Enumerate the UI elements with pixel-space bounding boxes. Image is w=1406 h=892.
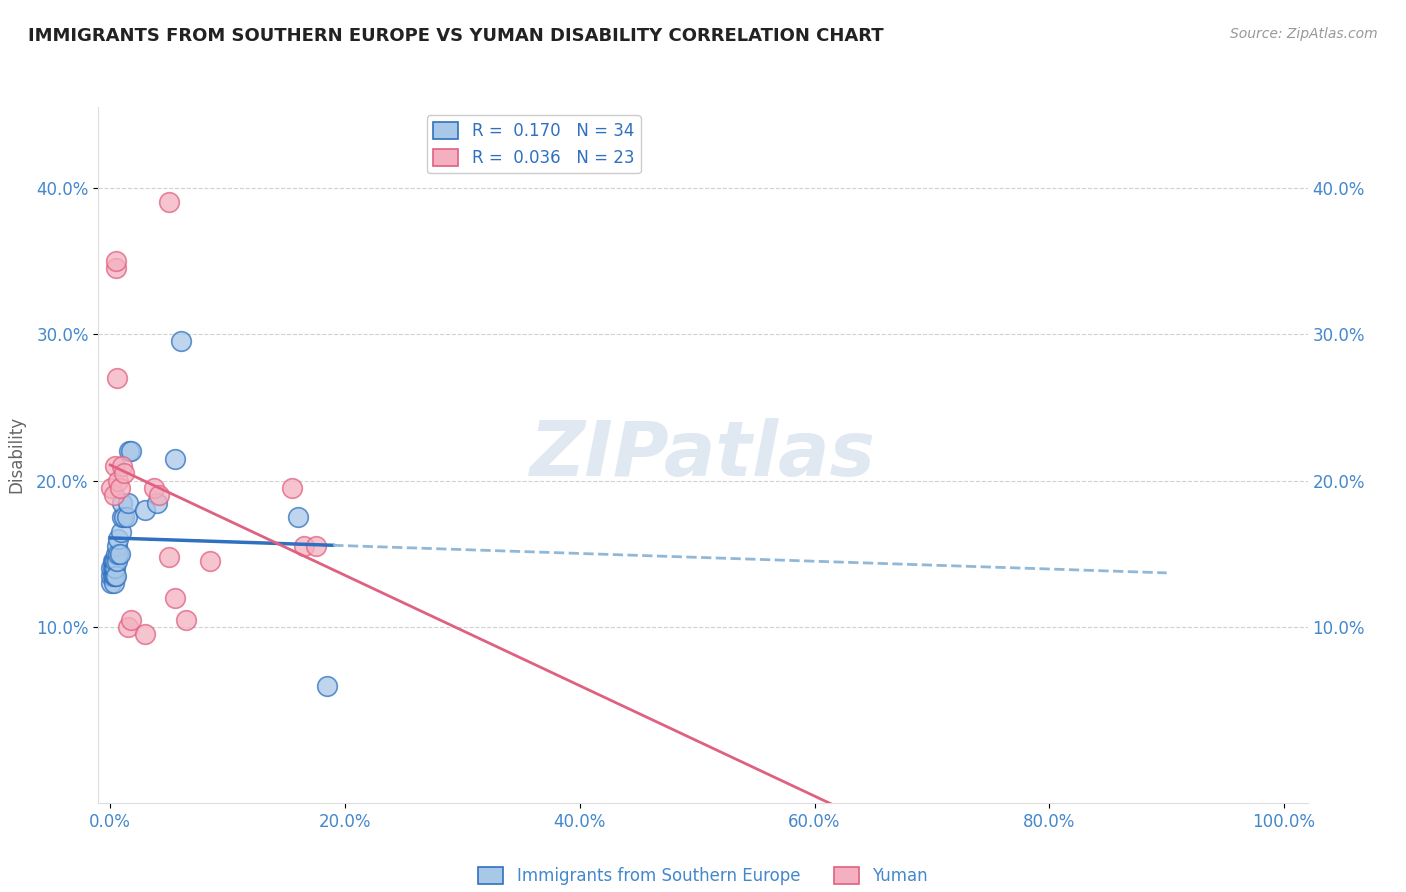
Point [103, 568, 125, 582]
Point [157, 195, 180, 210]
Point [176, 613, 198, 627]
Point [105, 540, 128, 554]
Point [100, 561, 122, 575]
Point [103, 561, 125, 575]
Point [103, 554, 125, 568]
Point [157, 549, 180, 564]
Point [107, 532, 129, 546]
Point [120, 444, 142, 458]
Text: IMMIGRANTS FROM SOUTHERN EUROPE VS YUMAN DISABILITY CORRELATION CHART: IMMIGRANTS FROM SOUTHERN EUROPE VS YUMAN… [28, 27, 884, 45]
Point [134, 503, 156, 517]
Point [108, 481, 131, 495]
Point [107, 474, 129, 488]
Point [148, 488, 170, 502]
Point [104, 561, 127, 575]
Point [104, 554, 127, 568]
Point [105, 371, 128, 385]
Legend: Immigrants from Southern Europe, Yuman: Immigrants from Southern Europe, Yuman [472, 860, 934, 891]
Text: ZIPatlas: ZIPatlas [530, 418, 876, 491]
Point [287, 510, 309, 524]
Point [316, 679, 339, 693]
Point [169, 334, 191, 349]
Point [146, 495, 169, 509]
Point [134, 627, 156, 641]
Point [292, 540, 315, 554]
Point [111, 510, 134, 524]
Point [105, 554, 128, 568]
Point [111, 458, 134, 473]
Point [103, 576, 125, 591]
Point [103, 488, 125, 502]
Text: Source: ZipAtlas.com: Source: ZipAtlas.com [1230, 27, 1378, 41]
Point [118, 444, 141, 458]
Point [163, 591, 186, 605]
Point [105, 253, 128, 268]
Point [104, 458, 127, 473]
Point [100, 481, 122, 495]
Y-axis label: Disability: Disability [7, 417, 25, 493]
Point [117, 620, 139, 634]
Point [120, 613, 142, 627]
Point [117, 495, 139, 509]
Point [304, 540, 326, 554]
Point [100, 568, 122, 582]
Point [111, 495, 134, 509]
Point [101, 554, 124, 568]
Point [104, 568, 127, 582]
Point [108, 547, 131, 561]
Point [142, 481, 165, 495]
Point [105, 261, 128, 276]
Point [198, 554, 221, 568]
Point [110, 524, 132, 539]
Point [105, 568, 128, 582]
Point [105, 547, 128, 561]
Point [115, 510, 138, 524]
Point [101, 568, 124, 582]
Point [112, 467, 135, 481]
Point [112, 510, 135, 524]
Point [107, 547, 129, 561]
Point [101, 561, 124, 575]
Point [163, 451, 186, 466]
Point [281, 481, 304, 495]
Point [100, 576, 122, 591]
